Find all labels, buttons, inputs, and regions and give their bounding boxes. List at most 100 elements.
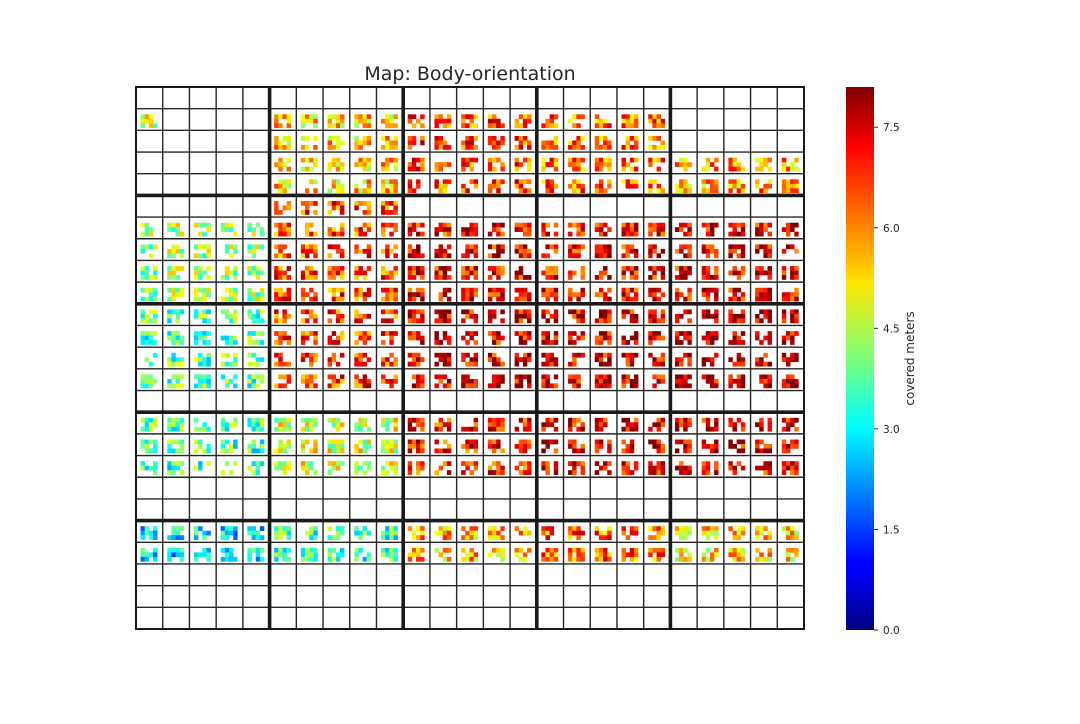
heatmap-cell bbox=[335, 162, 341, 167]
heatmap-cell bbox=[438, 144, 444, 150]
heatmap-cell bbox=[625, 378, 631, 384]
heatmap-cell bbox=[781, 383, 787, 389]
heatmap-cell bbox=[621, 461, 626, 466]
heatmap-cell bbox=[492, 374, 497, 380]
heatmap-cell bbox=[420, 526, 425, 532]
heatmap-cell bbox=[473, 552, 479, 558]
heatmap-cell bbox=[389, 383, 394, 389]
heatmap-cell bbox=[549, 552, 555, 558]
heatmap-cell bbox=[442, 118, 448, 124]
heatmap-cell bbox=[300, 552, 306, 558]
heatmap-cell bbox=[179, 417, 185, 423]
heatmap-cell bbox=[545, 118, 550, 124]
heatmap-cell bbox=[286, 140, 292, 146]
heatmap-cell bbox=[767, 292, 772, 298]
heatmap-cell bbox=[420, 266, 425, 271]
heatmap-cell bbox=[152, 287, 158, 293]
heatmap-cell bbox=[790, 470, 795, 475]
heatmap-cell bbox=[740, 556, 746, 562]
heatmap-cell bbox=[607, 556, 612, 562]
heatmap-cell bbox=[607, 183, 612, 189]
heatmap-cell bbox=[714, 266, 719, 271]
heatmap-cell bbox=[473, 275, 479, 280]
heatmap-cell bbox=[687, 439, 692, 445]
heatmap-cell bbox=[446, 253, 452, 259]
heatmap-cell bbox=[473, 352, 479, 358]
heatmap-cell bbox=[603, 144, 608, 150]
heatmap-cell bbox=[259, 287, 265, 293]
heatmap-cell bbox=[705, 535, 711, 540]
heatmap-cell bbox=[198, 361, 203, 367]
heatmap-cell bbox=[763, 335, 768, 341]
heatmap-cell bbox=[140, 552, 145, 558]
heatmap-cell bbox=[233, 275, 238, 280]
heatmap-cell bbox=[152, 123, 158, 129]
heatmap-cell bbox=[621, 340, 626, 345]
heatmap-cell bbox=[335, 183, 341, 189]
heatmap-cell bbox=[674, 357, 680, 363]
heatmap-cell bbox=[300, 309, 306, 315]
heatmap-cell bbox=[286, 123, 292, 129]
heatmap-cell bbox=[687, 296, 692, 302]
heatmap-cell bbox=[354, 352, 359, 358]
heatmap-cell bbox=[660, 248, 666, 254]
heatmap-cell bbox=[736, 318, 742, 324]
heatmap-cell bbox=[629, 231, 635, 237]
heatmap-cell bbox=[732, 296, 737, 302]
heatmap-cell bbox=[305, 248, 310, 254]
heatmap-cell bbox=[416, 183, 421, 189]
heatmap-cell bbox=[286, 144, 292, 150]
heatmap-cell bbox=[527, 378, 532, 384]
heatmap-cell bbox=[354, 530, 359, 536]
heatmap-cell bbox=[220, 227, 226, 232]
heatmap-cell bbox=[679, 266, 684, 271]
heatmap-cell bbox=[580, 114, 585, 120]
heatmap-cell bbox=[224, 535, 230, 540]
heatmap-cell bbox=[148, 287, 154, 293]
heatmap-cell bbox=[648, 309, 653, 315]
heatmap-cell bbox=[434, 123, 439, 129]
heatmap-cell bbox=[420, 292, 425, 298]
heatmap-cell bbox=[278, 210, 283, 215]
heatmap-cell bbox=[549, 162, 555, 167]
heatmap-cell bbox=[255, 340, 261, 345]
heatmap-cell bbox=[331, 162, 337, 167]
heatmap-cell bbox=[393, 166, 398, 172]
heatmap-cell bbox=[603, 123, 608, 129]
heatmap-cell bbox=[572, 448, 577, 454]
heatmap-cell bbox=[469, 444, 474, 449]
heatmap-cell bbox=[629, 270, 635, 276]
heatmap-cell bbox=[541, 352, 546, 358]
heatmap-cell bbox=[407, 166, 413, 172]
heatmap-cell bbox=[674, 331, 680, 336]
heatmap-cell bbox=[233, 318, 238, 324]
heatmap-cell bbox=[416, 244, 421, 250]
heatmap-cell bbox=[407, 426, 413, 432]
heatmap-cell bbox=[224, 309, 230, 315]
heatmap-cell bbox=[300, 374, 306, 380]
heatmap-cell bbox=[469, 547, 474, 553]
heatmap-cell bbox=[714, 287, 719, 293]
heatmap-cell bbox=[313, 118, 318, 124]
heatmap-cell bbox=[759, 556, 764, 562]
heatmap-cell bbox=[790, 162, 795, 167]
heatmap-cell bbox=[473, 270, 479, 276]
heatmap-cell bbox=[434, 383, 439, 389]
heatmap-cell bbox=[492, 448, 497, 454]
heatmap-cell bbox=[603, 547, 608, 553]
heatmap-cell bbox=[709, 313, 715, 319]
heatmap-cell bbox=[420, 270, 425, 276]
heatmap-cell bbox=[144, 439, 150, 445]
heatmap-cell bbox=[473, 465, 479, 471]
heatmap-cell bbox=[259, 244, 265, 250]
heatmap-cell bbox=[740, 361, 746, 367]
heatmap-cell bbox=[572, 144, 577, 150]
heatmap-cell bbox=[714, 439, 719, 445]
heatmap-cell bbox=[652, 374, 657, 380]
heatmap-cell bbox=[469, 179, 474, 185]
heatmap-cell bbox=[633, 422, 639, 428]
heatmap-cell bbox=[300, 417, 306, 423]
heatmap-cell bbox=[220, 422, 226, 428]
heatmap-cell bbox=[175, 318, 180, 324]
heatmap-cell bbox=[313, 244, 318, 250]
